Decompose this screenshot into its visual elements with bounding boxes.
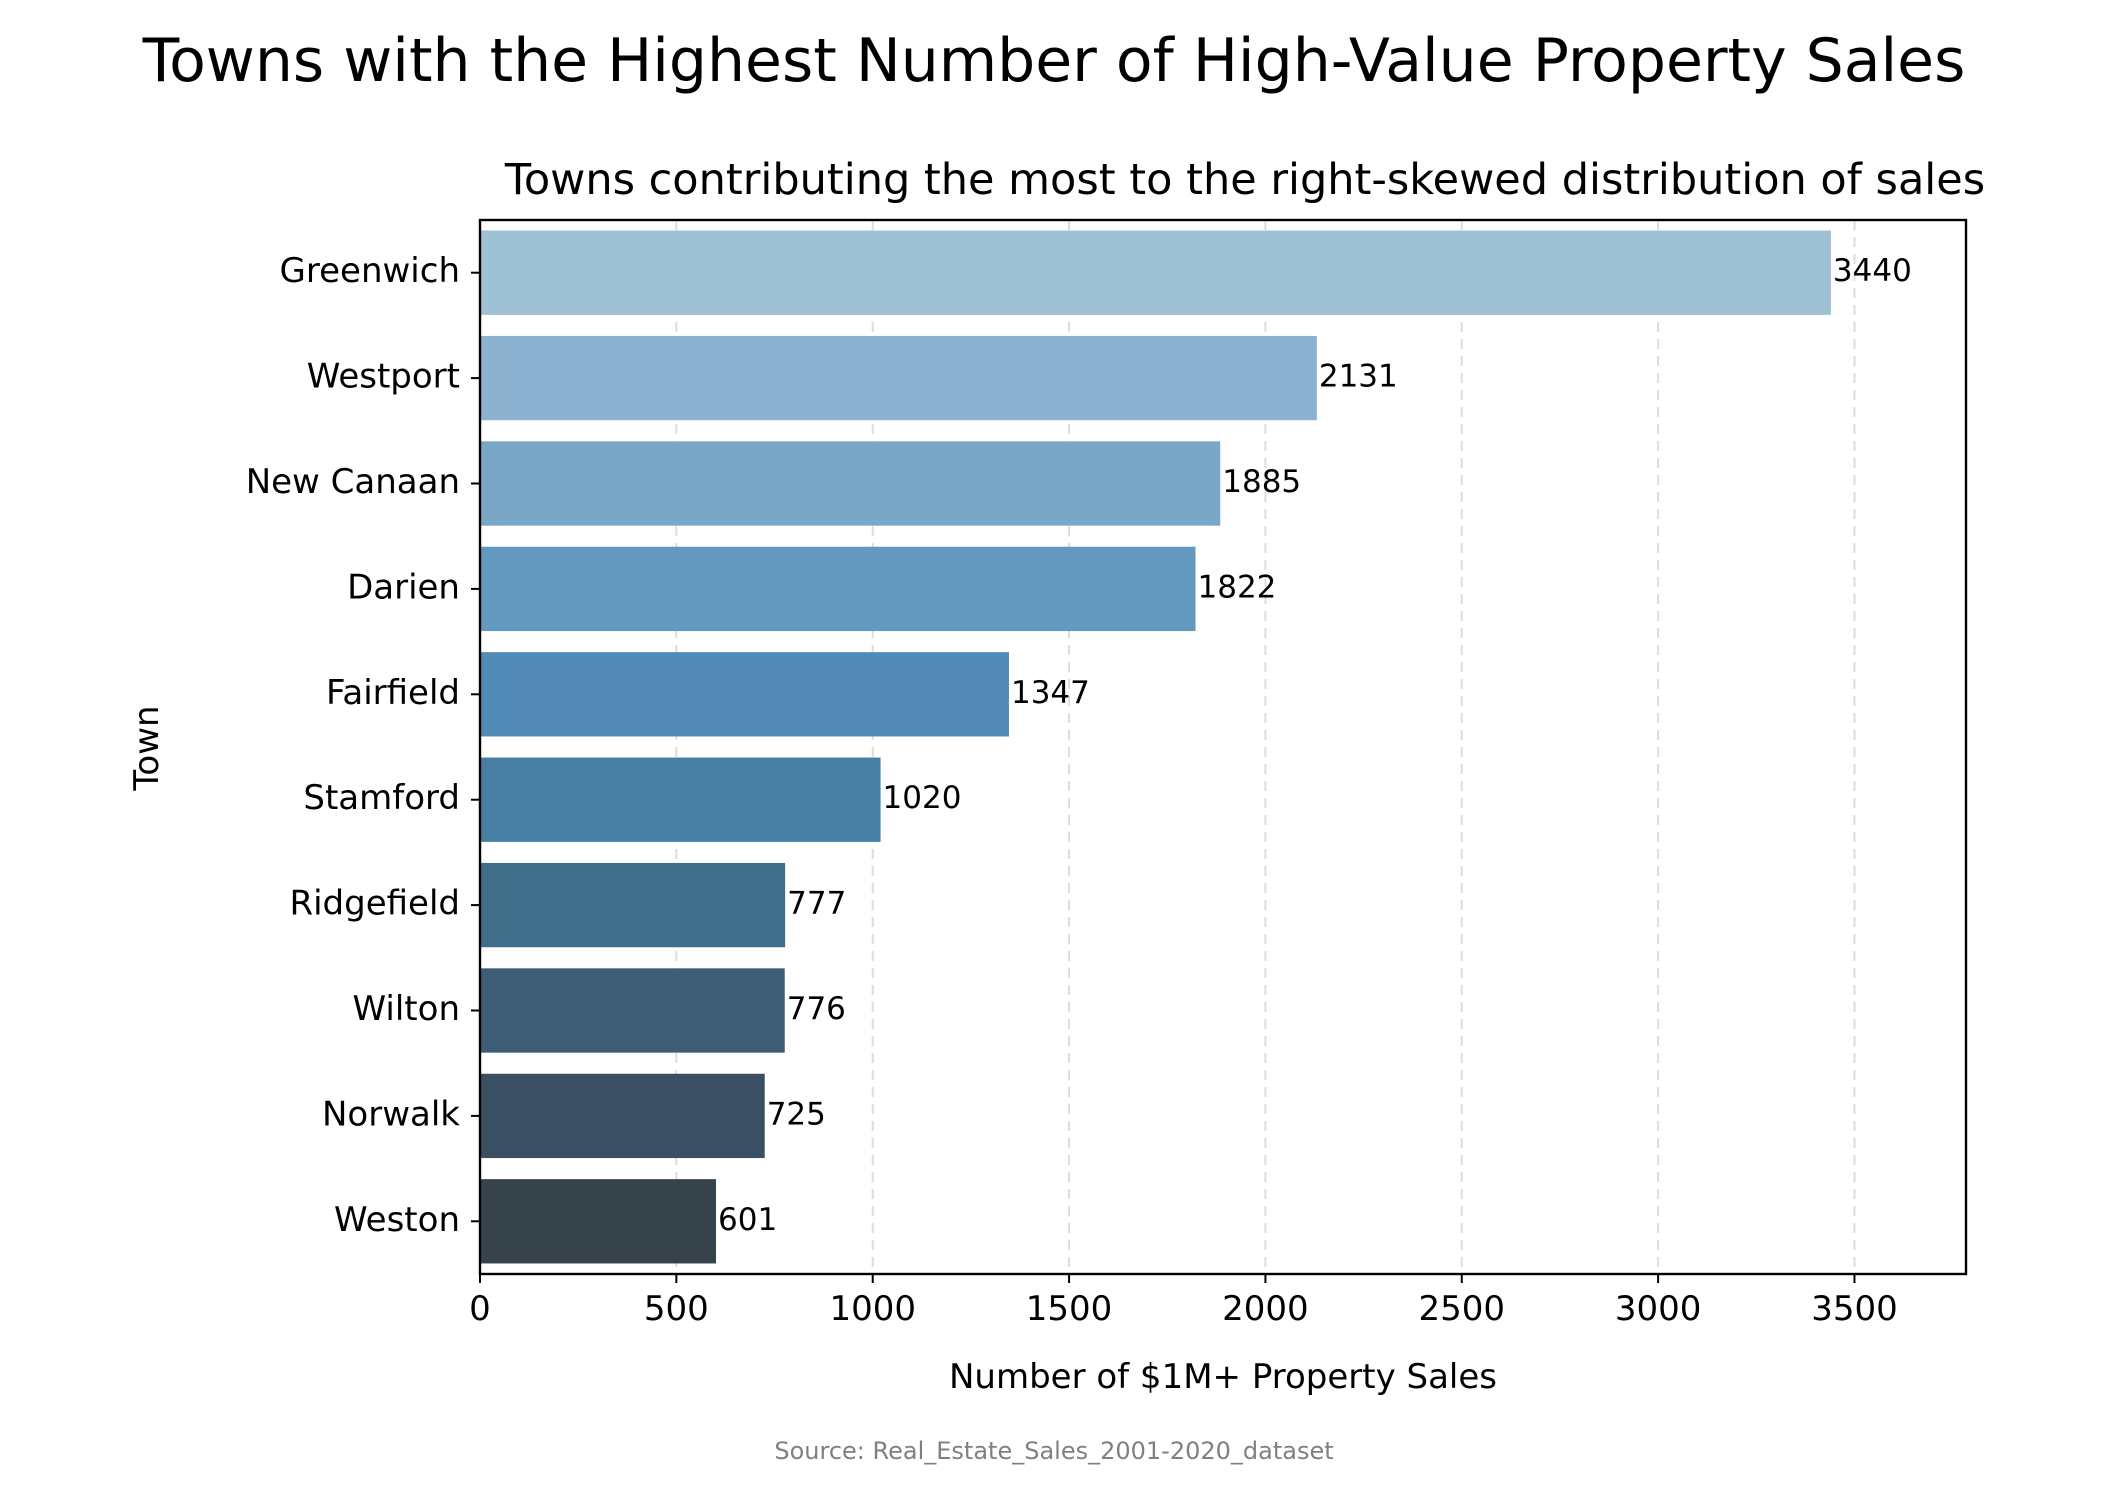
bar — [480, 862, 786, 948]
x-tick-label: 0 — [469, 1289, 491, 1329]
source-note: Source: Real_Estate_Sales_2001-2020_data… — [774, 1437, 1334, 1465]
x-tick-label: 1500 — [1026, 1289, 1113, 1329]
bar-value-label: 1020 — [883, 780, 962, 816]
bar-value-label: 1347 — [1011, 675, 1090, 711]
x-tick-label: 3000 — [1615, 1289, 1702, 1329]
y-tick-label: Westport — [307, 357, 460, 397]
x-tick-label: 2000 — [1222, 1289, 1309, 1329]
y-tick-label: Weston — [334, 1200, 460, 1240]
bar — [480, 652, 1009, 737]
x-axis-title: Number of $1M+ Property Sales — [949, 1357, 1497, 1397]
y-axis-title: Town — [127, 705, 167, 791]
chart-title: Towns with the Highest Number of High-Va… — [142, 26, 1966, 96]
x-tick-label: 2500 — [1418, 1289, 1505, 1329]
bar-value-label: 1885 — [1222, 464, 1301, 500]
chart-subtitle: Towns contributing the most to the right… — [504, 155, 1986, 205]
bar-value-label: 777 — [787, 886, 846, 922]
y-tick-label: Fairfield — [326, 673, 460, 713]
bar — [480, 1179, 717, 1264]
bar — [480, 546, 1196, 632]
bar-value-label: 776 — [787, 991, 846, 1027]
bar — [480, 230, 1831, 315]
bar — [480, 757, 881, 842]
bar-value-label: 2131 — [1319, 359, 1398, 395]
y-tick-label: Greenwich — [280, 251, 460, 291]
x-tick-label: 500 — [644, 1289, 709, 1329]
bar — [480, 968, 785, 1053]
bar — [480, 441, 1221, 526]
bar-value-label: 3440 — [1833, 253, 1912, 289]
bar-value-label: 1822 — [1198, 569, 1277, 605]
plot-frame — [478, 218, 1968, 1276]
bar-value-label: 601 — [718, 1202, 777, 1238]
y-tick-label: Norwalk — [322, 1094, 460, 1134]
x-tick-label: 3500 — [1811, 1289, 1898, 1329]
y-tick-label: Ridgefield — [289, 884, 460, 924]
y-tick-label: New Canaan — [246, 462, 460, 502]
x-tick-label: 1000 — [829, 1289, 916, 1329]
bar-value-label: 725 — [767, 1096, 826, 1132]
y-tick-label: Wilton — [353, 989, 460, 1029]
bar — [480, 335, 1317, 421]
bars — [480, 230, 1831, 1264]
data-labels: 3440 2131 1885 1822 1347 1020 777 776 725 601 — [718, 253, 1912, 1238]
bar — [480, 1073, 765, 1159]
axes: Greenwich Westport New Canaan Darien Fairfie… — [246, 218, 1968, 1329]
y-tick-label: Darien — [347, 567, 460, 607]
y-tick-label: Stamford — [303, 778, 460, 818]
